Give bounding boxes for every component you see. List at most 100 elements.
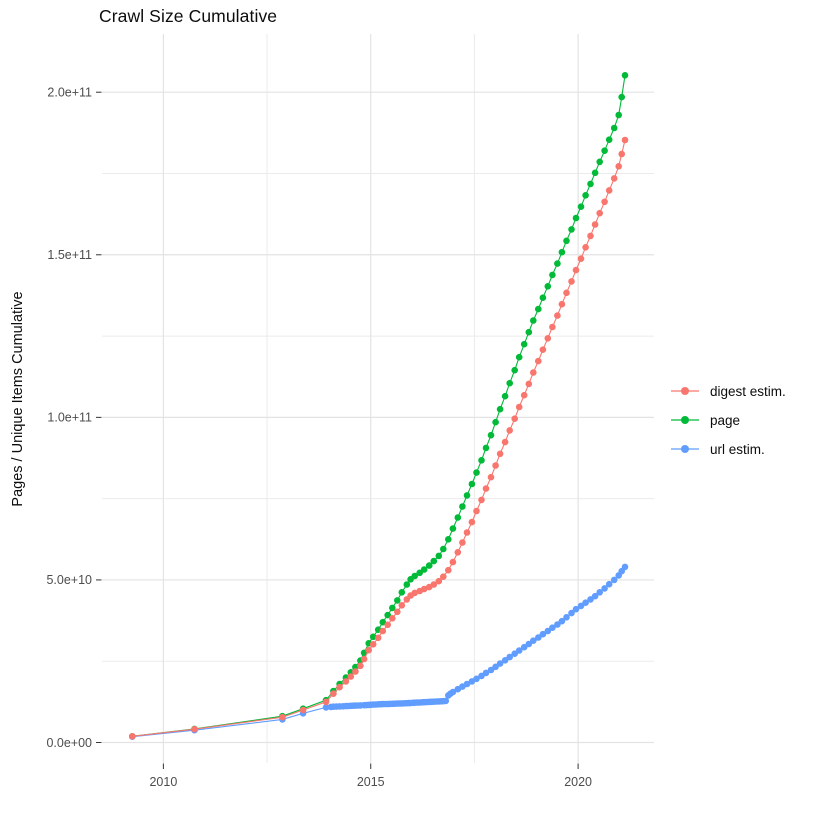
legend-label: digest estim. xyxy=(710,383,786,399)
data-point xyxy=(596,589,603,596)
data-point xyxy=(587,596,594,603)
data-point xyxy=(435,552,443,560)
data-point xyxy=(389,604,396,612)
data-point xyxy=(191,725,198,733)
plot-panel: 2010 2015 2020 0.0e+00 5.0e+10 1.0e+11 1.5e+11… xyxy=(46,34,654,789)
data-point xyxy=(582,192,589,199)
y-tick-label: 1.0e+11 xyxy=(47,411,92,425)
data-point xyxy=(572,605,580,613)
data-point xyxy=(591,221,599,228)
data-point xyxy=(515,647,523,654)
data-point xyxy=(563,237,570,245)
data-point xyxy=(389,615,396,622)
data-point xyxy=(482,485,490,492)
data-point xyxy=(501,657,509,664)
data-point xyxy=(572,266,580,274)
data-point xyxy=(539,630,547,638)
data-point xyxy=(379,627,387,635)
y-tick-label: 2.0e+11 xyxy=(47,86,92,100)
data-point xyxy=(468,480,476,488)
legend-item-page: page xyxy=(670,410,786,430)
data-point xyxy=(440,573,447,580)
y-tick-label: 1.5e+11 xyxy=(47,248,92,262)
series-digest-estim xyxy=(129,136,629,740)
data-point xyxy=(520,643,528,651)
legend-key-icon xyxy=(671,445,699,453)
data-point xyxy=(473,675,480,683)
data-point xyxy=(506,379,513,387)
data-point xyxy=(468,518,476,526)
legend-key-icon xyxy=(671,387,699,395)
data-point xyxy=(496,660,504,667)
data-point xyxy=(587,232,594,240)
data-point xyxy=(492,462,499,469)
legend-label: page xyxy=(710,412,741,428)
data-point xyxy=(530,637,537,644)
data-point xyxy=(473,469,480,476)
data-point xyxy=(621,136,629,144)
legend-key-icon xyxy=(671,416,699,424)
data-point xyxy=(544,335,552,342)
data-point xyxy=(618,93,625,101)
data-point xyxy=(463,680,471,688)
data-point xyxy=(549,323,556,331)
data-point xyxy=(459,503,466,510)
data-point xyxy=(582,599,589,606)
data-point xyxy=(525,380,533,388)
data-point xyxy=(563,289,570,297)
data-point xyxy=(539,294,547,302)
data-point xyxy=(330,690,337,697)
data-point xyxy=(384,621,392,629)
data-point xyxy=(615,111,622,119)
data-point xyxy=(554,312,561,319)
data-point xyxy=(535,305,542,313)
data-point xyxy=(544,283,552,290)
data-point xyxy=(449,525,457,532)
data-point xyxy=(279,713,286,721)
data-point xyxy=(530,317,537,324)
data-point xyxy=(568,609,575,617)
data-point xyxy=(492,418,499,426)
data-point xyxy=(322,698,330,706)
data-point xyxy=(347,673,355,680)
data-point xyxy=(442,697,450,705)
data-point xyxy=(299,706,307,714)
data-point xyxy=(463,492,471,499)
data-point xyxy=(605,136,613,143)
data-point xyxy=(539,346,547,354)
y-axis-title: Pages / Unique Items Cumulative xyxy=(10,291,26,506)
y-tick-label: 5.0e+10 xyxy=(46,573,92,587)
data-point xyxy=(430,557,438,565)
data-point xyxy=(384,611,392,619)
data-point xyxy=(558,248,566,256)
data-point xyxy=(530,369,537,376)
data-point xyxy=(449,688,457,696)
data-point xyxy=(610,124,618,132)
data-point xyxy=(577,203,585,210)
data-point xyxy=(411,572,419,580)
data-point xyxy=(482,444,490,452)
x-tick-label: 2020 xyxy=(564,775,592,789)
data-point xyxy=(618,150,625,158)
data-point xyxy=(445,536,452,543)
data-point xyxy=(440,545,447,553)
data-point xyxy=(360,655,368,663)
data-point xyxy=(544,627,552,635)
data-point xyxy=(394,597,401,604)
data-point xyxy=(394,608,401,616)
data-point xyxy=(454,514,462,521)
data-point xyxy=(411,589,419,597)
data-point xyxy=(430,581,438,588)
data-point xyxy=(525,328,533,336)
data-point xyxy=(506,653,513,661)
data-point xyxy=(501,438,509,446)
data-point xyxy=(357,662,364,670)
x-tick-label: 2015 xyxy=(357,775,385,789)
legend-item-digest-estim: digest estim. xyxy=(670,381,786,401)
data-point xyxy=(336,683,343,691)
data-point xyxy=(577,602,585,610)
data-point xyxy=(587,180,594,188)
data-point xyxy=(374,634,382,642)
